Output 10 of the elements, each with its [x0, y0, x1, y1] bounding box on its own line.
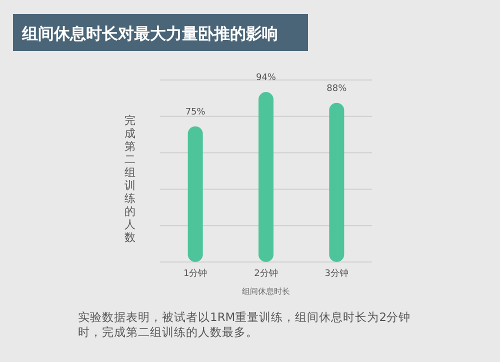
x-tick-label: 1分钟	[183, 268, 208, 279]
data-label: 88%	[326, 84, 348, 94]
x-tick-label: 2分钟	[254, 268, 278, 279]
chart-title: 组间休息时长对最大力量卧推的影响	[21, 24, 278, 43]
text: 实验数据表明，被试者以1RM重量训练，组间休息时长为2分钟时，完成第二组训练的人数最多。	[78, 310, 412, 340]
x-axis-title: 组间休息时长	[242, 287, 290, 296]
text: 完成第二组训练的人数	[124, 114, 136, 244]
data-label: 75%	[185, 107, 206, 118]
x-tick-label: 3分钟	[324, 268, 349, 279]
data-label: 94%	[256, 73, 276, 83]
